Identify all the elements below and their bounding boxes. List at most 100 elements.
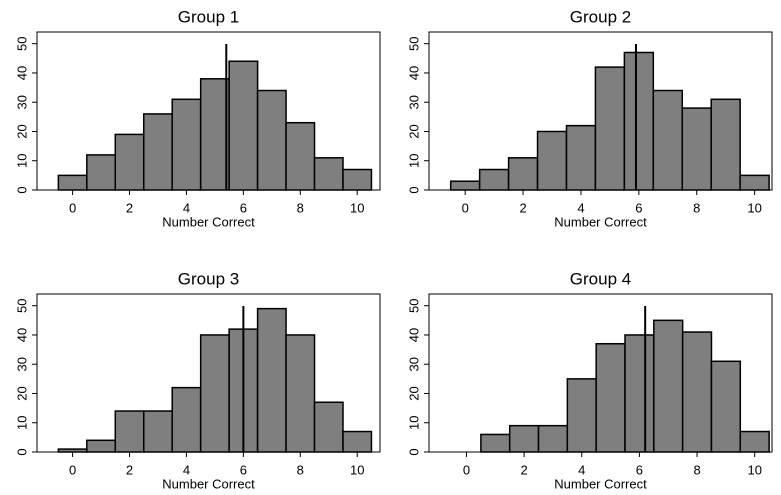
y-tick-label: 30 xyxy=(14,95,29,109)
histogram-bar xyxy=(285,334,316,453)
histogram-bar xyxy=(57,448,88,453)
x-tick-label: 0 xyxy=(69,200,76,215)
histogram-bar xyxy=(142,410,173,453)
y-tick-label: 0 xyxy=(14,186,29,193)
y-tick-label: 10 xyxy=(406,154,421,168)
x-tick-label: 4 xyxy=(578,462,585,477)
x-tick-label: 2 xyxy=(519,200,526,215)
histogram-bar xyxy=(171,98,202,191)
y-tick-label: 30 xyxy=(14,357,29,371)
histogram-bar xyxy=(86,154,117,191)
histogram-bar xyxy=(739,174,770,191)
histogram-bar xyxy=(710,98,741,191)
y-tick-label: 40 xyxy=(406,328,421,342)
chart-title: Group 1 xyxy=(178,7,239,26)
histogram-bar xyxy=(595,342,626,453)
x-tick-label: 4 xyxy=(577,200,584,215)
histogram-bar xyxy=(256,307,287,453)
histogram-bar xyxy=(285,121,316,191)
x-tick-label: 0 xyxy=(463,462,470,477)
histogram-bar xyxy=(536,130,568,191)
x-tick-label: 10 xyxy=(350,200,364,215)
y-tick-label: 50 xyxy=(406,36,421,50)
histogram-bar xyxy=(623,51,655,191)
x-tick-label: 4 xyxy=(183,462,190,477)
x-tick-label: 10 xyxy=(747,462,761,477)
x-tick-label: 6 xyxy=(636,462,643,477)
y-tick-label: 0 xyxy=(14,448,29,455)
histogram-bar xyxy=(199,334,230,453)
histogram-bar xyxy=(478,168,510,191)
y-tick-label: 0 xyxy=(406,186,421,193)
x-axis-label: Number Correct xyxy=(554,214,647,229)
x-tick-label: 10 xyxy=(350,462,364,477)
y-tick-label: 10 xyxy=(14,154,29,168)
y-tick-label: 10 xyxy=(406,416,421,430)
histogram-bar xyxy=(566,378,597,453)
histogram-bar xyxy=(114,410,145,453)
histogram-bar xyxy=(114,133,145,191)
y-tick-label: 50 xyxy=(406,298,421,312)
x-tick-label: 8 xyxy=(693,200,700,215)
histogram-bar xyxy=(537,424,569,453)
histogram-bar xyxy=(681,107,712,191)
histogram-bar xyxy=(57,174,88,191)
x-tick-label: 8 xyxy=(693,462,700,477)
histogram-bar xyxy=(142,113,173,191)
chart-title: Group 3 xyxy=(178,269,239,288)
y-tick-label: 20 xyxy=(14,124,29,138)
histogram-bar xyxy=(710,360,742,453)
y-tick-label: 0 xyxy=(406,448,421,455)
histogram-bar xyxy=(313,401,344,453)
y-tick-label: 20 xyxy=(406,124,421,138)
histogram-bar xyxy=(228,60,259,191)
histogram-bar xyxy=(171,386,202,453)
y-tick-label: 20 xyxy=(406,386,421,400)
histogram-bar xyxy=(594,66,626,191)
histogram-bar xyxy=(652,89,684,191)
x-tick-label: 6 xyxy=(240,200,247,215)
histogram-bar xyxy=(681,331,713,453)
histogram-bar xyxy=(624,334,655,453)
histogram-bar xyxy=(199,78,230,191)
y-tick-label: 50 xyxy=(14,36,29,50)
chart-title: Group 4 xyxy=(570,269,631,288)
x-axis-label: Number Correct xyxy=(554,476,647,491)
histogram-bar xyxy=(342,430,373,453)
x-tick-label: 0 xyxy=(69,462,76,477)
x-tick-label: 8 xyxy=(297,200,304,215)
x-tick-label: 2 xyxy=(521,462,528,477)
y-tick-label: 30 xyxy=(406,357,421,371)
y-tick-label: 40 xyxy=(14,328,29,342)
y-tick-label: 30 xyxy=(406,95,421,109)
y-tick-label: 40 xyxy=(406,66,421,80)
histogram-bar xyxy=(86,439,117,453)
x-tick-label: 2 xyxy=(126,200,133,215)
histogram-bar xyxy=(449,180,481,191)
histogram-bar xyxy=(653,319,684,453)
y-tick-label: 10 xyxy=(14,416,29,430)
histogram-bar xyxy=(507,157,539,191)
x-tick-label: 6 xyxy=(635,200,642,215)
x-tick-label: 0 xyxy=(462,200,469,215)
x-tick-label: 4 xyxy=(183,200,190,215)
histogram-bar xyxy=(565,124,597,191)
histogram-bar xyxy=(313,157,344,191)
x-axis-label: Number Correct xyxy=(162,476,255,491)
x-tick-label: 6 xyxy=(240,462,247,477)
y-tick-label: 20 xyxy=(14,386,29,400)
y-tick-label: 40 xyxy=(14,66,29,80)
x-tick-label: 8 xyxy=(297,462,304,477)
histogram-bar xyxy=(508,424,540,453)
histogram-bar xyxy=(342,168,373,191)
histogram-bar xyxy=(480,433,511,453)
histogram-bar xyxy=(256,89,287,191)
histogram-bar xyxy=(739,430,770,453)
x-tick-label: 10 xyxy=(747,200,761,215)
y-tick-label: 50 xyxy=(14,298,29,312)
chart-title: Group 2 xyxy=(570,7,631,26)
x-tick-label: 2 xyxy=(126,462,133,477)
x-axis-label: Number Correct xyxy=(162,214,255,229)
